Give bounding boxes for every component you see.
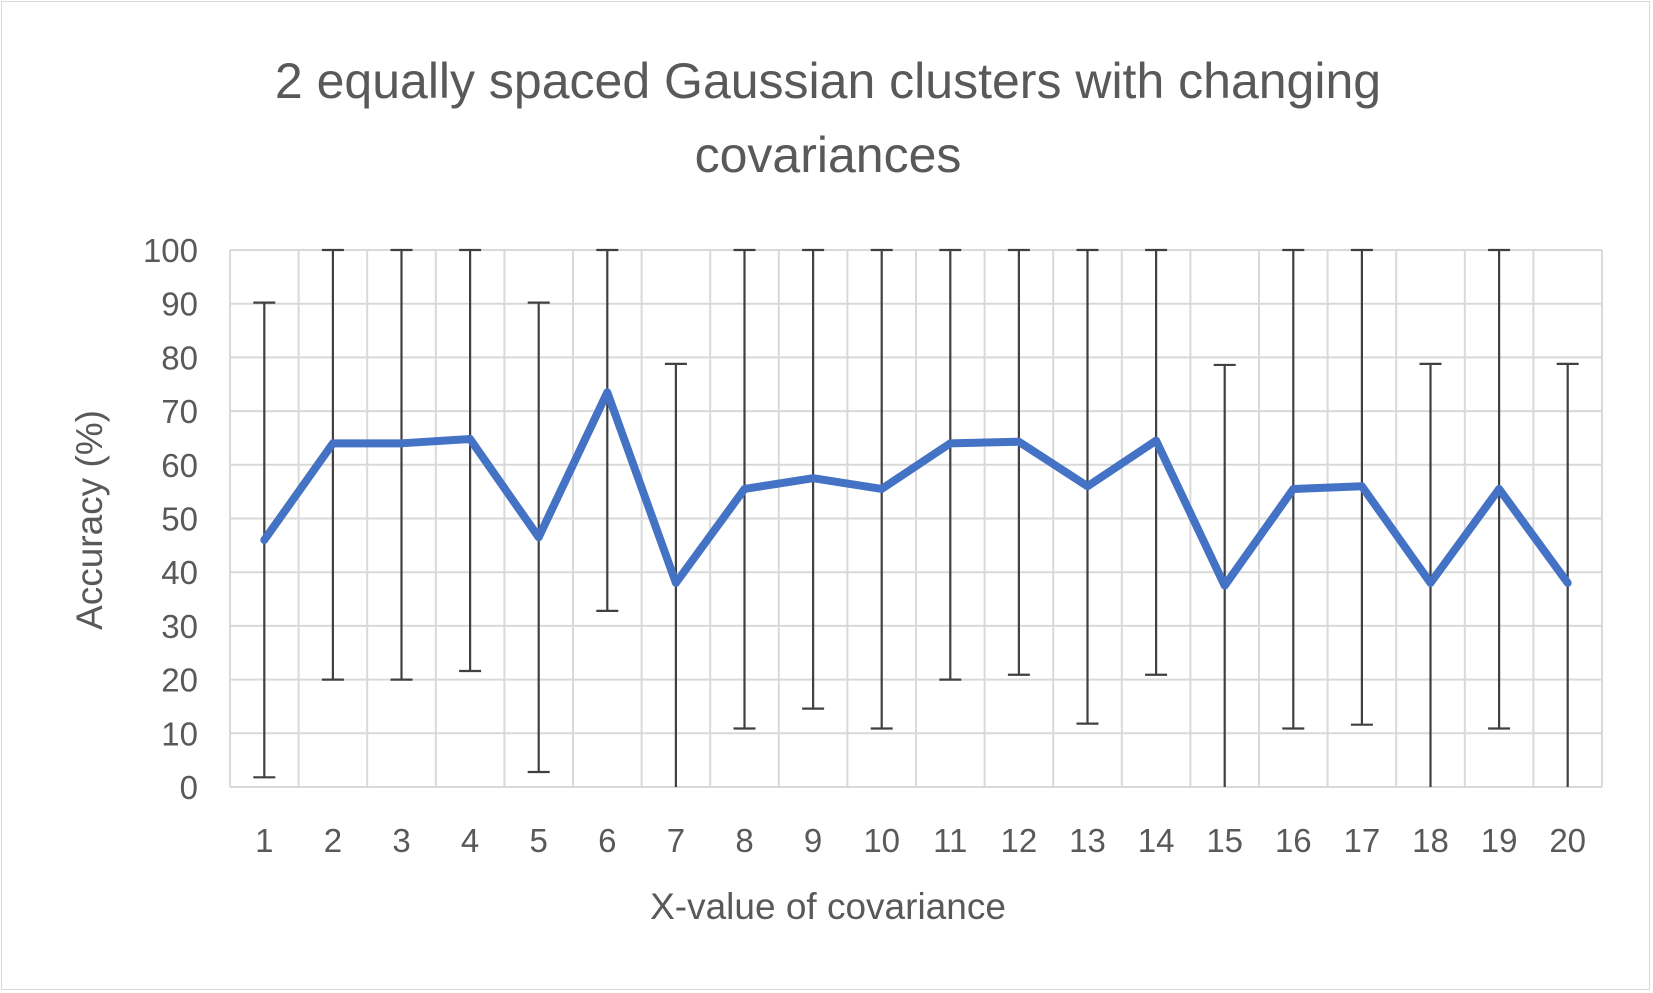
y-tick-label: 40 xyxy=(161,554,198,591)
y-tick-label: 50 xyxy=(161,501,198,538)
x-tick-label: 8 xyxy=(735,822,753,859)
accuracy-series xyxy=(260,388,1572,590)
x-tick-label: 11 xyxy=(933,822,967,859)
y-axis-tick-labels: 0 10 20 30 40 50 60 70 80 90 100 xyxy=(143,232,198,806)
x-tick-label: 17 xyxy=(1344,822,1381,859)
y-tick-label: 90 xyxy=(161,286,198,323)
chart-title-line-1: 2 equally spaced Gaussian clusters with … xyxy=(275,53,1381,109)
y-tick-label: 30 xyxy=(161,608,198,645)
error-bar xyxy=(1007,248,1030,676)
y-tick-label: 20 xyxy=(161,662,198,699)
error-bar xyxy=(596,248,619,612)
x-tick-label: 12 xyxy=(1001,822,1038,859)
error-bar xyxy=(1145,248,1168,676)
x-tick-label: 5 xyxy=(530,822,548,859)
x-tick-label: 10 xyxy=(863,822,900,859)
gridlines xyxy=(229,249,1603,788)
y-tick-label: 10 xyxy=(161,715,198,752)
error-bar xyxy=(1213,363,1236,787)
y-tick-label: 100 xyxy=(143,232,198,269)
y-tick-label: 70 xyxy=(161,393,198,430)
y-tick-label: 80 xyxy=(161,339,198,376)
y-axis-title: Accuracy (%) xyxy=(69,410,110,630)
y-tick-label: 60 xyxy=(161,447,198,484)
error-bar xyxy=(321,248,344,681)
error-bar xyxy=(459,248,482,673)
y-tick-label: 0 xyxy=(180,769,198,806)
x-tick-label: 9 xyxy=(804,822,822,859)
x-tick-label: 1 xyxy=(255,822,273,859)
x-tick-label: 6 xyxy=(598,822,616,859)
chart-title: 2 equally spaced Gaussian clusters with … xyxy=(275,53,1381,183)
error-bar xyxy=(390,248,413,681)
error-bar xyxy=(1556,362,1579,787)
x-tick-label: 15 xyxy=(1206,822,1243,859)
x-tick-label: 14 xyxy=(1138,822,1175,859)
x-tick-label: 19 xyxy=(1481,822,1518,859)
x-tick-label: 2 xyxy=(324,822,342,859)
x-tick-label: 3 xyxy=(392,822,410,859)
error-bar xyxy=(939,248,962,681)
chart-title-line-2: covariances xyxy=(695,127,962,183)
x-tick-label: 20 xyxy=(1549,822,1586,859)
x-tick-label: 16 xyxy=(1275,822,1312,859)
x-tick-label: 7 xyxy=(667,822,685,859)
x-axis-tick-labels: 1 2 3 4 5 6 7 8 9 10 11 12 13 14 15 16 17 18 19 20 xyxy=(255,822,1586,859)
x-tick-label: 13 xyxy=(1069,822,1106,859)
error-bar xyxy=(1419,362,1442,787)
x-tick-label: 18 xyxy=(1412,822,1449,859)
x-axis-title: X-value of covariance xyxy=(650,886,1006,927)
accuracy-line xyxy=(260,388,1572,590)
x-tick-label: 4 xyxy=(461,822,479,859)
